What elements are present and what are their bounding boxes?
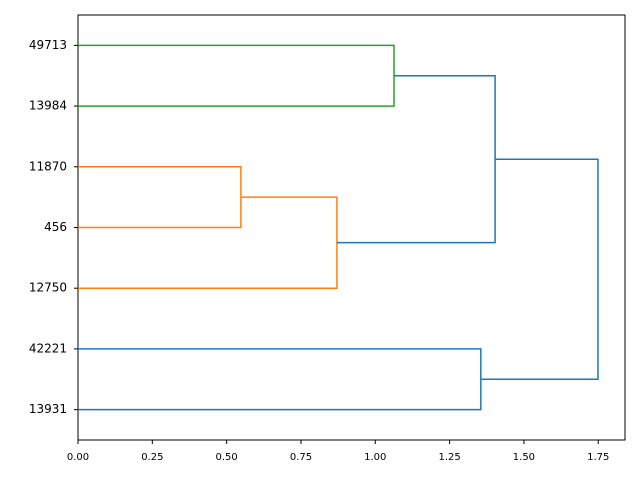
x-tick-label: 0.75 [290, 452, 312, 463]
link [480, 158, 599, 381]
leaf-label: 13931 [29, 402, 67, 416]
leaf-label: 11870 [29, 159, 67, 173]
x-tick-label: 1.75 [587, 452, 609, 463]
leaf-label: 456 [44, 220, 67, 234]
leaf-label: 49713 [29, 38, 67, 52]
leaf-label: 42221 [29, 341, 67, 355]
leaf-label: 13984 [29, 99, 67, 113]
link [78, 166, 242, 229]
link [78, 196, 338, 289]
leaf-label: 12750 [29, 281, 67, 295]
x-tick-label: 0.25 [141, 452, 163, 463]
x-tick-label: 1.50 [513, 452, 535, 463]
x-tick-label: 0.00 [67, 452, 89, 463]
link [78, 44, 395, 107]
x-tick-label: 1.00 [364, 452, 386, 463]
x-tick-label: 1.25 [438, 452, 460, 463]
link [336, 74, 496, 244]
link [78, 348, 482, 411]
x-tick-label: 0.50 [216, 452, 238, 463]
